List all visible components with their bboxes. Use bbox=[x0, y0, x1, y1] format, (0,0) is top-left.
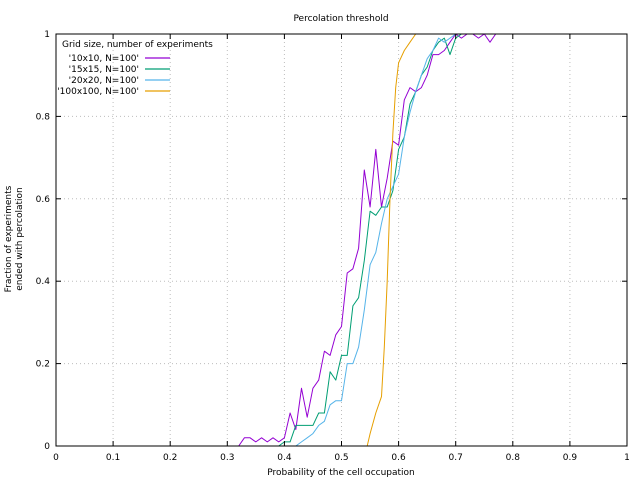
series-lines bbox=[56, 33, 627, 447]
chart-title: Percolation threshold bbox=[293, 14, 388, 24]
x-tick-label: 0.7 bbox=[449, 453, 463, 463]
legend: Grid size, number of experiments '10x10,… bbox=[57, 40, 213, 97]
series-line-3 bbox=[56, 33, 627, 447]
y-tick-label: 1 bbox=[44, 30, 50, 40]
x-tick-label: 0.2 bbox=[163, 453, 177, 463]
legend-entry-label: '15x15, N=100' bbox=[69, 65, 139, 75]
x-tick-label: 0 bbox=[53, 453, 59, 463]
x-tick-label: 1 bbox=[624, 453, 630, 463]
grid bbox=[56, 34, 627, 446]
x-tick-label: 0.9 bbox=[563, 453, 578, 463]
y-tick-label: 0 bbox=[44, 442, 50, 452]
series-line-1 bbox=[56, 33, 627, 447]
y-axis-title-line-2: ended with percolation bbox=[15, 187, 25, 290]
x-tick-label: 0.3 bbox=[220, 453, 234, 463]
series-line-4 bbox=[56, 33, 627, 447]
legend-entry-label: '100x100, N=100' bbox=[57, 87, 139, 97]
y-axis-title-line-1: Fraction of experiments bbox=[4, 185, 14, 292]
series-line-2 bbox=[56, 33, 627, 447]
x-tick-label: 0.5 bbox=[334, 453, 348, 463]
legend-entry-label: '20x20, N=100' bbox=[69, 76, 139, 86]
x-tick-label: 0.8 bbox=[506, 453, 521, 463]
x-tick-label: 0.6 bbox=[391, 453, 406, 463]
y-tick-label: 0.6 bbox=[36, 195, 51, 205]
axis-ticks: 0 0.1 0.2 0.3 0.4 0.5 0.6 0.7 0.8 0.9 1 0 0.2 0.4 0.6 0… bbox=[36, 30, 630, 463]
x-axis-title: Probability of the cell occupation bbox=[267, 468, 415, 478]
y-tick-label: 0.4 bbox=[36, 277, 51, 287]
y-tick-label: 0.2 bbox=[36, 360, 50, 370]
legend-entry-label: '10x10, N=100' bbox=[69, 54, 139, 64]
x-tick-label: 0.1 bbox=[106, 453, 120, 463]
legend-title: Grid size, number of experiments bbox=[62, 40, 213, 50]
y-tick-label: 0.8 bbox=[36, 112, 51, 122]
x-tick-label: 0.4 bbox=[277, 453, 292, 463]
